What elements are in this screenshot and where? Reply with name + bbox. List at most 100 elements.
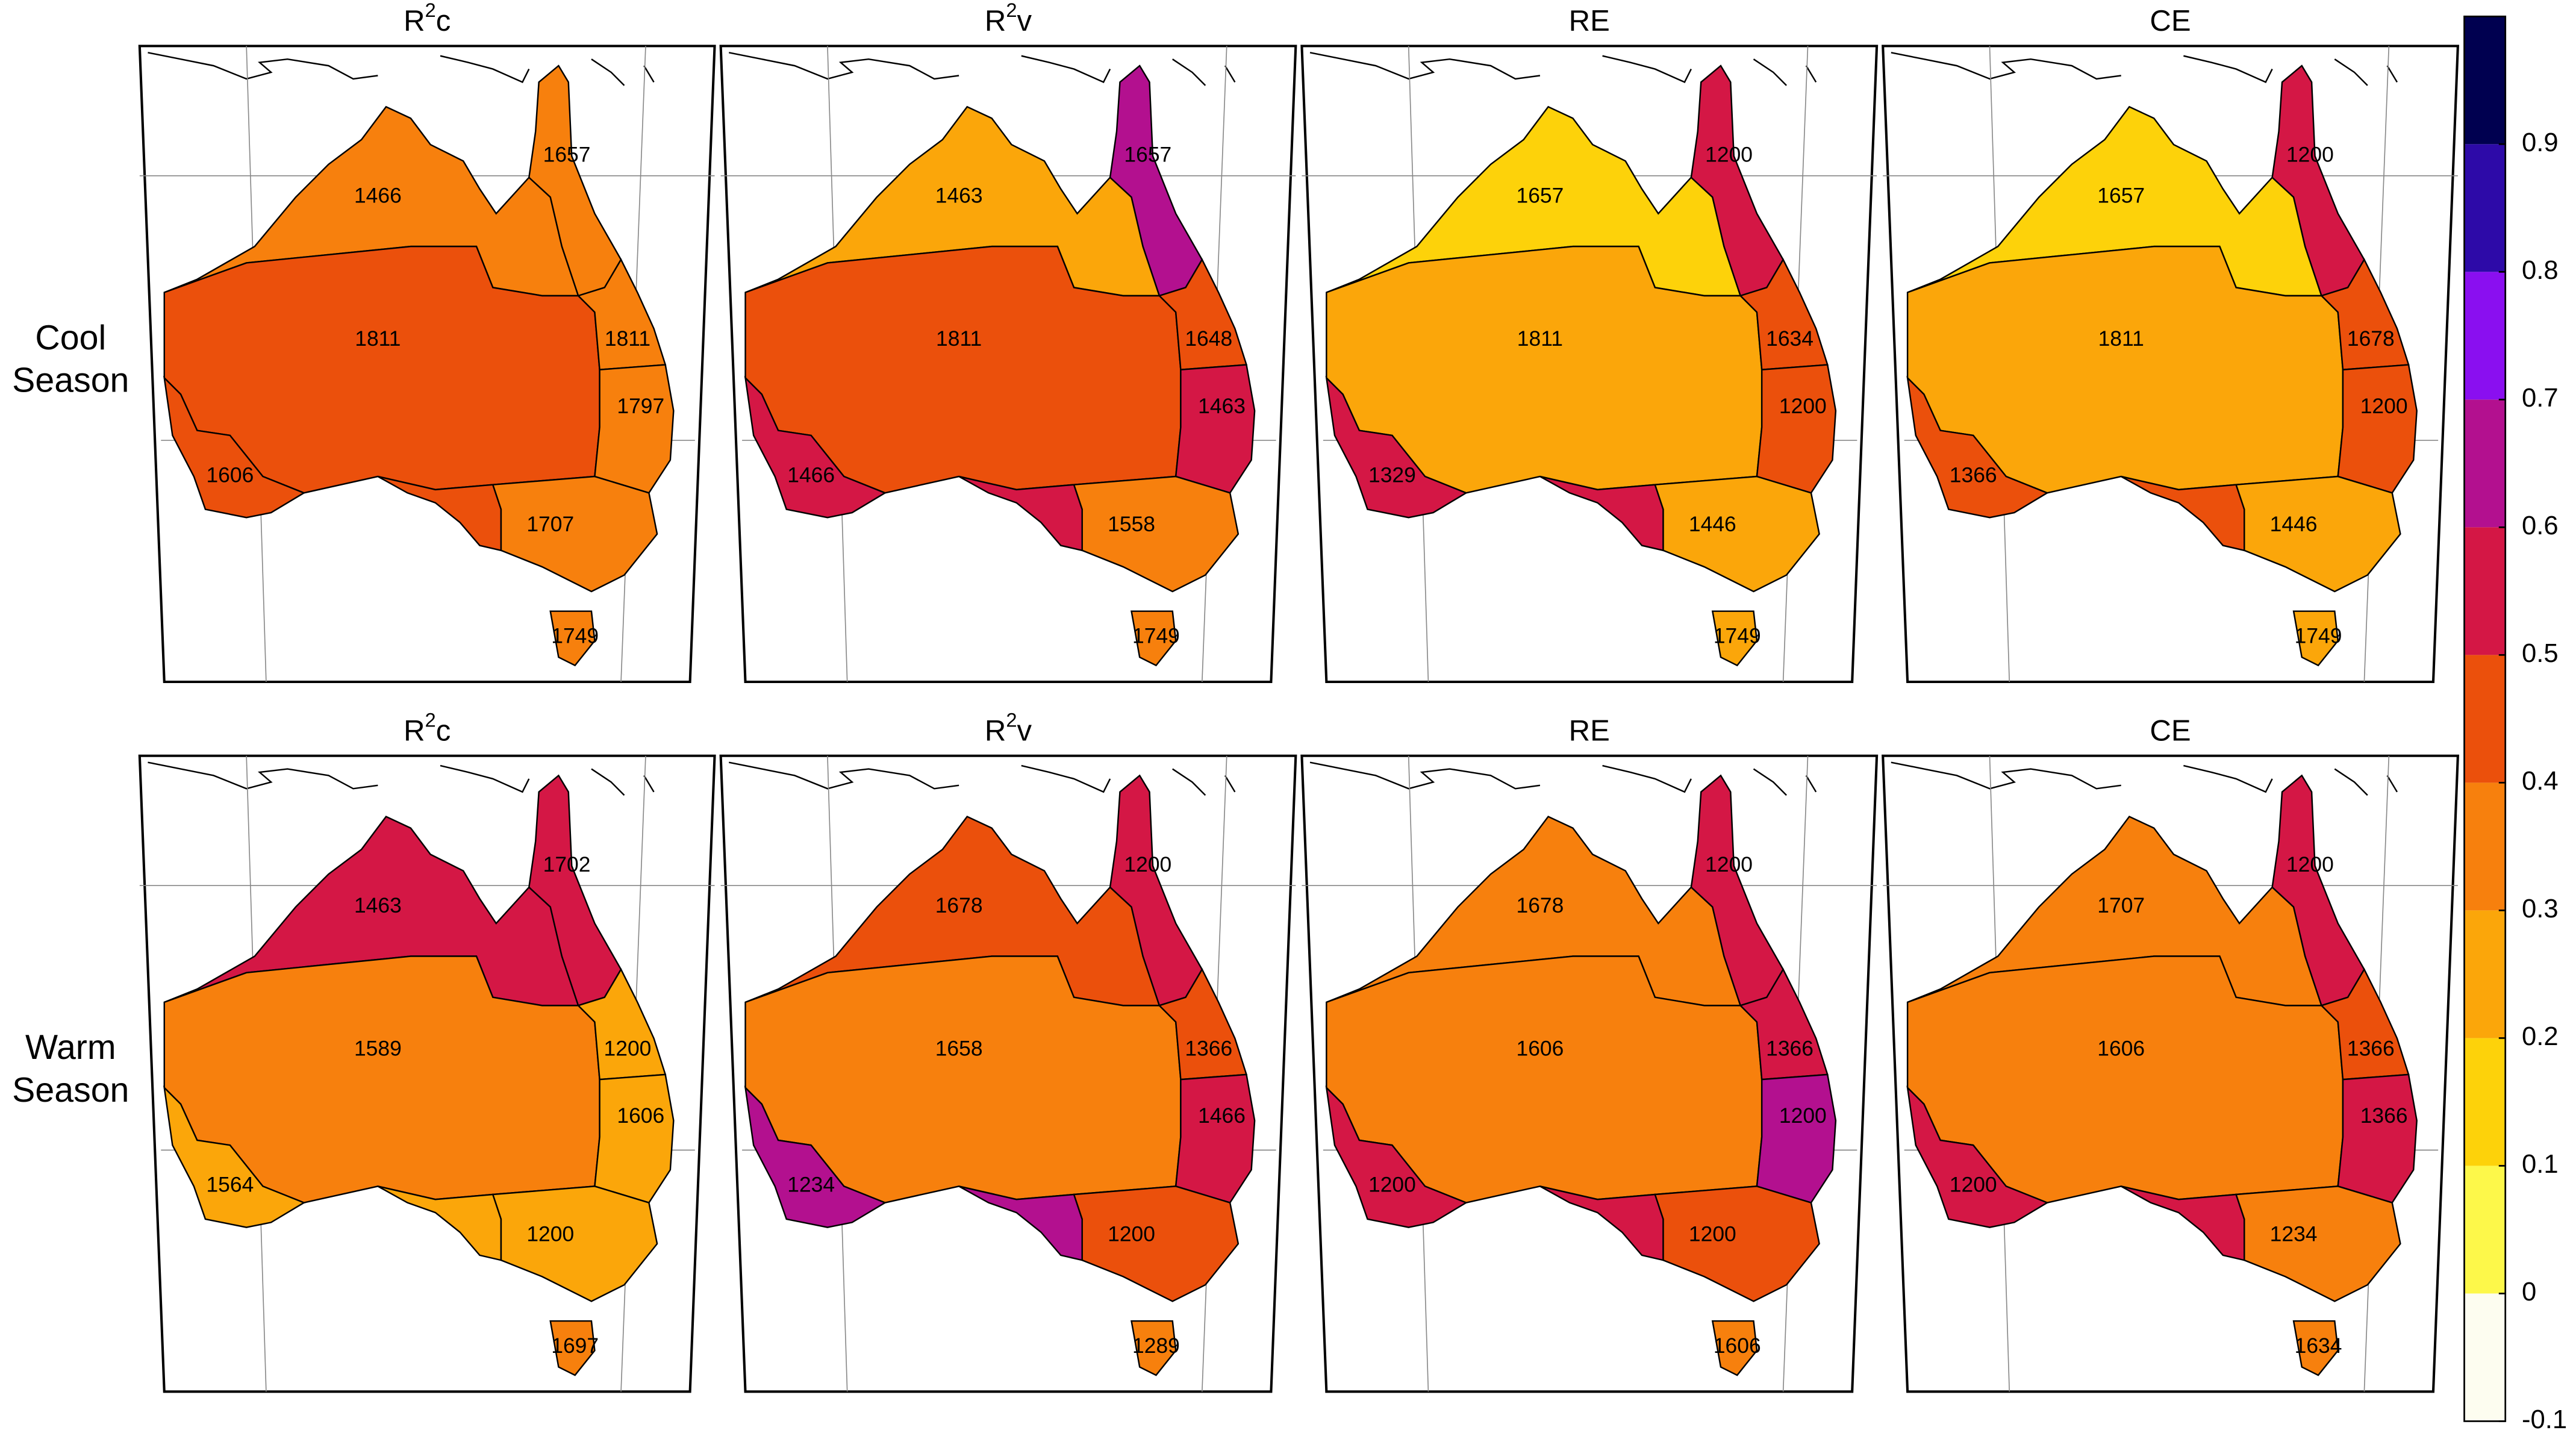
region-label: 1589 xyxy=(354,1036,402,1060)
region-label: 1558 xyxy=(1108,512,1155,536)
region xyxy=(1073,475,1240,593)
region xyxy=(594,1073,675,1204)
region xyxy=(1739,258,1829,371)
region-label: 1697 xyxy=(551,1334,599,1358)
region xyxy=(1325,375,1468,519)
region-label: 1200 xyxy=(1950,1173,1997,1197)
title-part: CE xyxy=(2150,5,2191,37)
region-label: 1466 xyxy=(354,184,402,208)
region-label: 1811 xyxy=(355,326,401,351)
region-label: 1329 xyxy=(1368,463,1416,487)
region-label: 1707 xyxy=(2097,893,2145,917)
region-label: 1463 xyxy=(935,184,983,208)
region xyxy=(1756,1073,1837,1204)
region-label: 1366 xyxy=(2347,1036,2395,1060)
region xyxy=(549,610,596,667)
title-superscript: 2 xyxy=(425,708,436,731)
region xyxy=(2320,967,2410,1081)
panel-title: RE xyxy=(1569,5,1610,37)
region xyxy=(594,364,675,494)
region xyxy=(1131,610,1177,667)
region-label: 1200 xyxy=(604,1036,652,1060)
region-label: 1200 xyxy=(1124,852,1171,876)
region-label: 1200 xyxy=(1689,1222,1736,1246)
region xyxy=(1158,967,1248,1081)
title-superscript: 2 xyxy=(1006,0,1017,21)
map-panel: 1678 1200 1606 1366 1200 1200 1200 1606 RE xyxy=(1300,715,1879,1393)
region-label: 1446 xyxy=(1689,512,1736,536)
region-label: 1749 xyxy=(1714,624,1761,648)
region-label: 1811 xyxy=(1517,326,1563,351)
region-label: 1466 xyxy=(787,463,835,487)
panel-title: R2c xyxy=(404,708,451,747)
coastline xyxy=(1891,761,2398,796)
title-part: c xyxy=(436,715,451,748)
region xyxy=(1539,475,1664,552)
region-label: 1466 xyxy=(1198,1104,1246,1128)
region-label: 1606 xyxy=(206,463,254,487)
region-label: 1634 xyxy=(2295,1334,2342,1358)
region xyxy=(163,1085,306,1228)
region-label: 1634 xyxy=(1766,326,1813,351)
colorbar-bin xyxy=(2464,1293,2506,1422)
coastline xyxy=(729,52,1236,86)
title-part: v xyxy=(1017,5,1032,37)
region-label: 1463 xyxy=(1198,394,1246,418)
region-label: 1678 xyxy=(2347,326,2395,351)
region xyxy=(491,1185,658,1302)
region-label: 1811 xyxy=(605,326,650,351)
panel-title: RE xyxy=(1569,715,1610,748)
region xyxy=(1739,967,1829,1081)
title-part: R xyxy=(404,715,425,748)
region-label: 1749 xyxy=(551,624,599,648)
region-label: 1234 xyxy=(2270,1222,2318,1246)
row-label: Season xyxy=(12,1071,129,1110)
map-panel: 1466 1657 1811 1811 1797 1606 1707 1749 R2c xyxy=(138,0,716,684)
region xyxy=(2235,475,2401,593)
title-part: v xyxy=(1017,715,1032,748)
region xyxy=(576,258,667,371)
region-label: 1657 xyxy=(543,142,591,166)
region xyxy=(1906,1085,2049,1228)
coastline xyxy=(729,761,1236,796)
region xyxy=(1174,1073,1256,1204)
region xyxy=(163,375,306,519)
region-label: 1200 xyxy=(2286,852,2334,876)
region-label: 1200 xyxy=(1779,1104,1827,1128)
colorbar-tick-label: 0.5 xyxy=(2522,638,2559,668)
region-label: 1702 xyxy=(543,852,591,876)
map-panel: 1657 1200 1811 1678 1200 1366 1446 1749 CE xyxy=(1882,5,2460,684)
region xyxy=(1131,1320,1177,1376)
region-label: 1200 xyxy=(1368,1173,1416,1197)
colorbar-bin xyxy=(2464,527,2506,655)
title-part: c xyxy=(436,5,451,37)
region xyxy=(1906,375,2049,519)
region xyxy=(1158,258,1248,371)
map-panel: 1463 1702 1589 1200 1606 1564 1200 1697 R2c xyxy=(138,708,716,1393)
region-label: 1606 xyxy=(617,1104,664,1128)
region-label: 1366 xyxy=(2360,1104,2408,1128)
colorbar-tick-label: 0.9 xyxy=(2522,128,2559,157)
colorbar-bin xyxy=(2464,272,2506,400)
region-label: 1200 xyxy=(2360,394,2408,418)
region-label: 1657 xyxy=(1124,142,1171,166)
region-label: 1200 xyxy=(1779,394,1827,418)
region xyxy=(2337,1073,2418,1204)
colorbar-tick-label: 0 xyxy=(2522,1277,2536,1306)
region-label: 1648 xyxy=(1185,326,1232,351)
coastline xyxy=(148,761,655,796)
row-label: Season xyxy=(12,361,129,400)
colorbar-bin xyxy=(2464,399,2506,528)
region xyxy=(1325,1085,1468,1228)
colorbar-tick-label: 0.7 xyxy=(2522,383,2559,413)
row-label: Cool xyxy=(35,319,106,357)
region-label: 1657 xyxy=(1517,184,1564,208)
region-label: 1749 xyxy=(2295,624,2342,648)
region xyxy=(1711,610,1758,667)
panel-title: R2v xyxy=(985,0,1032,37)
colorbar: -0.1 0 0.1 0.2 0.3 0.4 0.5 0.6 0.7 0.8 0.9 xyxy=(2463,15,2567,1434)
region-label: 1366 xyxy=(1950,463,1997,487)
region-label: 1606 xyxy=(2097,1036,2145,1060)
map-panel: 1678 1200 1658 1366 1466 1234 1200 1289 R2v xyxy=(719,708,1297,1393)
